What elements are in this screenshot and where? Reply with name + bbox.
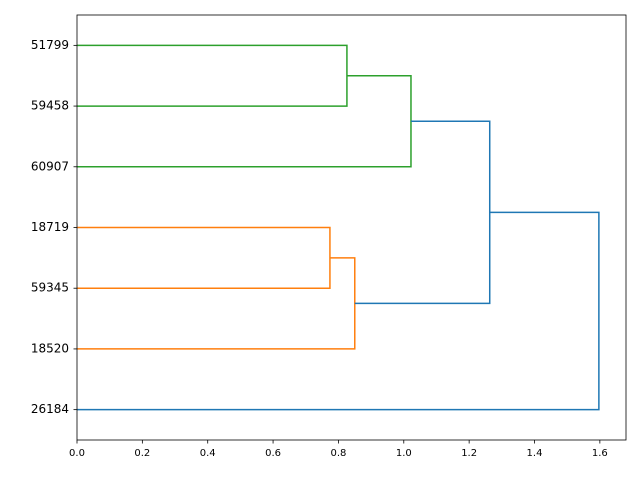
x-tick-label: 1.6 <box>592 448 608 459</box>
leaf-label: 60907 <box>31 159 69 173</box>
leaf-label: 59458 <box>31 99 69 113</box>
x-tick-label: 1.4 <box>527 448 543 459</box>
link <box>354 120 491 305</box>
x-tick-label: 0.4 <box>200 448 216 459</box>
leaf-label: 26184 <box>31 402 69 416</box>
plot-frame <box>76 14 627 441</box>
leaf-label: 51799 <box>31 38 69 52</box>
x-tick-label: 0.2 <box>134 448 150 459</box>
x-tick-label: 0.6 <box>265 448 281 459</box>
x-tick-label: 0.0 <box>69 448 85 459</box>
link <box>77 211 600 411</box>
link <box>77 226 331 289</box>
x-tick-label: 1.0 <box>396 448 412 459</box>
leaf-label: 18719 <box>31 220 69 234</box>
leaf-label: 59345 <box>31 281 69 295</box>
leaf-label: 18520 <box>31 341 69 355</box>
x-tick-label: 0.8 <box>330 448 346 459</box>
x-tick-label: 1.2 <box>461 448 477 459</box>
